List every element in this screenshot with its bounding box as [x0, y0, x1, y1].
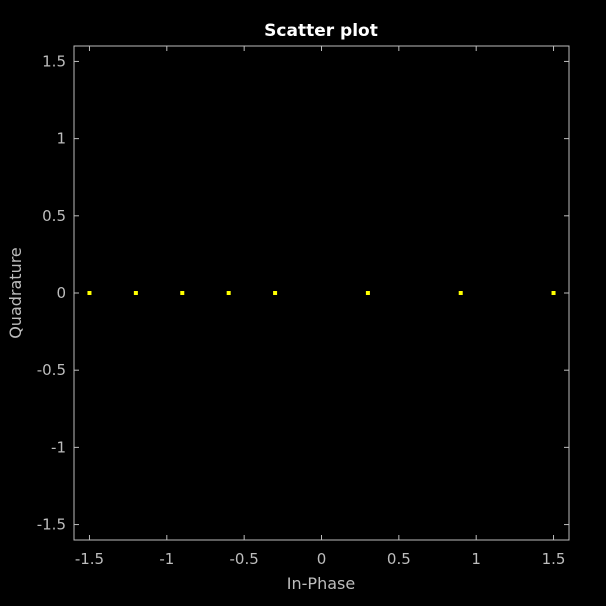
x-axis: -1.5 -1 -0.5 0 0.5 1 1.5 [75, 46, 566, 568]
chart-title: Scatter plot [264, 21, 378, 41]
x-tick-label: -1.5 [75, 550, 104, 568]
x-tick-label: -0.5 [230, 550, 259, 568]
y-tick-label: 1.5 [42, 52, 66, 70]
y-axis-label: Quadrature [6, 247, 25, 339]
x-tick-label: -1 [159, 550, 174, 568]
y-axis: -1.5 -1 -0.5 0 0.5 1 1.5 [37, 52, 569, 534]
scatter-point [133, 291, 138, 295]
x-tick-label: 1.5 [542, 550, 566, 568]
y-tick-label: -1 [51, 438, 66, 456]
scatter-point [226, 291, 231, 295]
y-tick-label: -0.5 [37, 361, 66, 379]
data-points [87, 291, 556, 295]
plot-area-frame [73, 45, 570, 541]
x-axis-label: In-Phase [287, 574, 355, 593]
y-tick-label: 1 [56, 130, 66, 148]
y-tick-label: 0.5 [42, 207, 66, 225]
scatter-point [458, 291, 463, 295]
y-tick-label: -1.5 [37, 516, 66, 534]
scatter-point [87, 291, 92, 295]
y-tick-label: 0 [56, 284, 66, 302]
scatter-point [180, 291, 185, 295]
x-tick-label: 0.5 [387, 550, 411, 568]
scatter-point [273, 291, 278, 295]
scatter-point [551, 291, 556, 295]
scatter-point [365, 291, 370, 295]
x-tick-label: 1 [471, 550, 481, 568]
x-tick-label: 0 [317, 550, 327, 568]
